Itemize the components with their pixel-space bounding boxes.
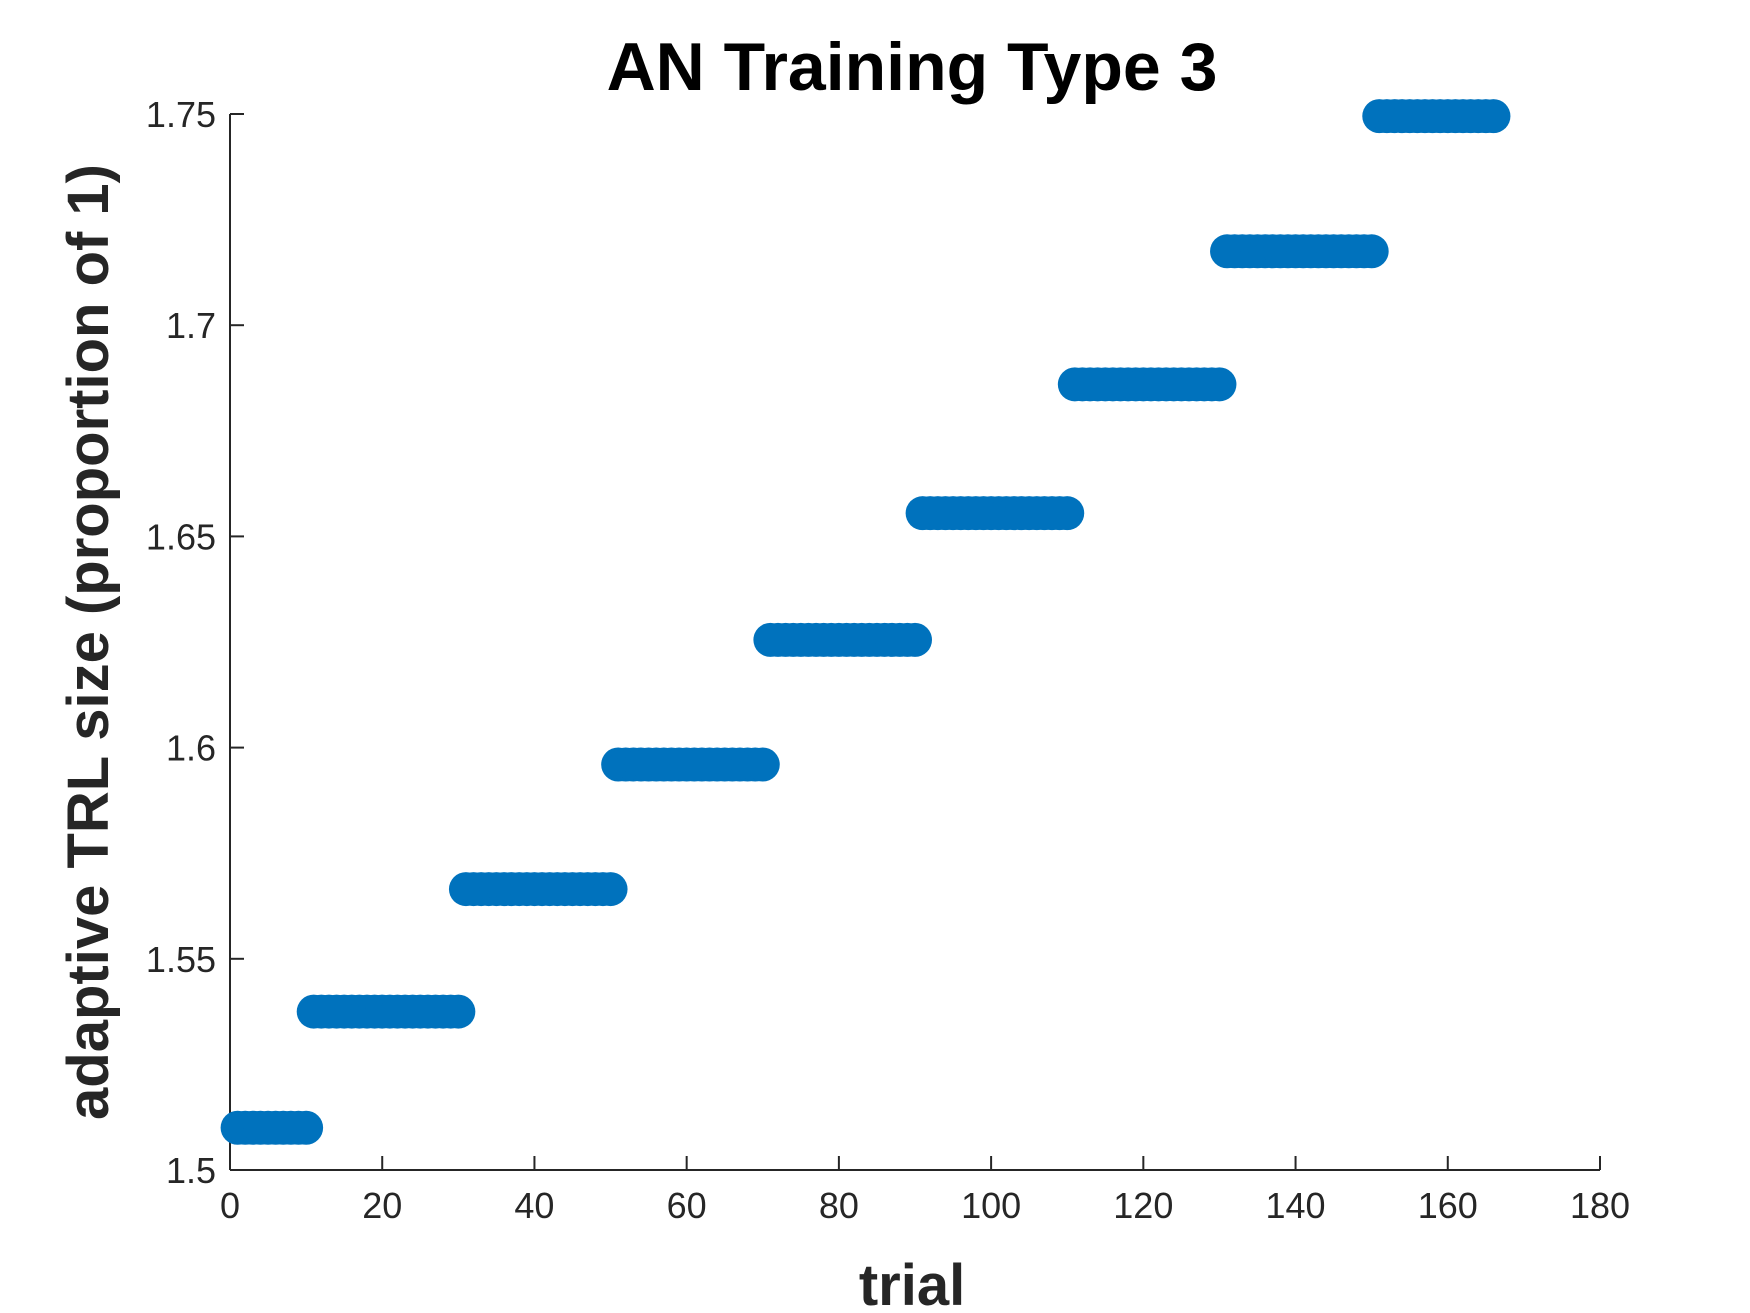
x-tick-label: 180 [1570, 1185, 1630, 1226]
y-tick-label: 1.75 [146, 94, 216, 135]
x-tick-label: 160 [1418, 1185, 1478, 1226]
x-tick-label: 40 [514, 1185, 554, 1226]
data-markers [220, 99, 1511, 1145]
x-tick-label: 100 [961, 1185, 1021, 1226]
data-point [1476, 99, 1511, 134]
data-point [1354, 234, 1389, 269]
y-tick-label: 1.55 [146, 939, 216, 980]
x-tick-label: 20 [362, 1185, 402, 1226]
x-ticks: 0 20 40 60 80 100 120 140 160 180 [220, 1156, 1630, 1226]
data-point [1050, 496, 1085, 531]
x-tick-label: 0 [220, 1185, 240, 1226]
data-point [745, 747, 780, 782]
y-axis-label: adaptive TRL size (proportion of 1) [56, 164, 121, 1120]
x-tick-label: 120 [1113, 1185, 1173, 1226]
y-tick-label: 1.5 [166, 1150, 216, 1191]
x-tick-label: 60 [667, 1185, 707, 1226]
data-point [593, 872, 628, 907]
y-tick-label: 1.6 [166, 728, 216, 769]
x-tick-label: 80 [819, 1185, 859, 1226]
y-tick-label: 1.65 [146, 516, 216, 557]
data-point [441, 994, 476, 1029]
plot-area: 0 20 40 60 80 100 120 140 160 180 1.51.551.61.651… [146, 94, 1630, 1226]
data-point [898, 622, 932, 657]
data-point [289, 1110, 324, 1145]
y-ticks: 1.5 1.55 1.6 1.65 1.7 1.75 [146, 94, 244, 1191]
x-tick-label: 140 [1266, 1185, 1326, 1226]
chart-title: AN Training Type 3 [607, 29, 1218, 105]
data-point [1202, 367, 1237, 402]
y-tick-label: 1.7 [166, 305, 216, 346]
x-axis-label: trial [859, 1253, 965, 1313]
